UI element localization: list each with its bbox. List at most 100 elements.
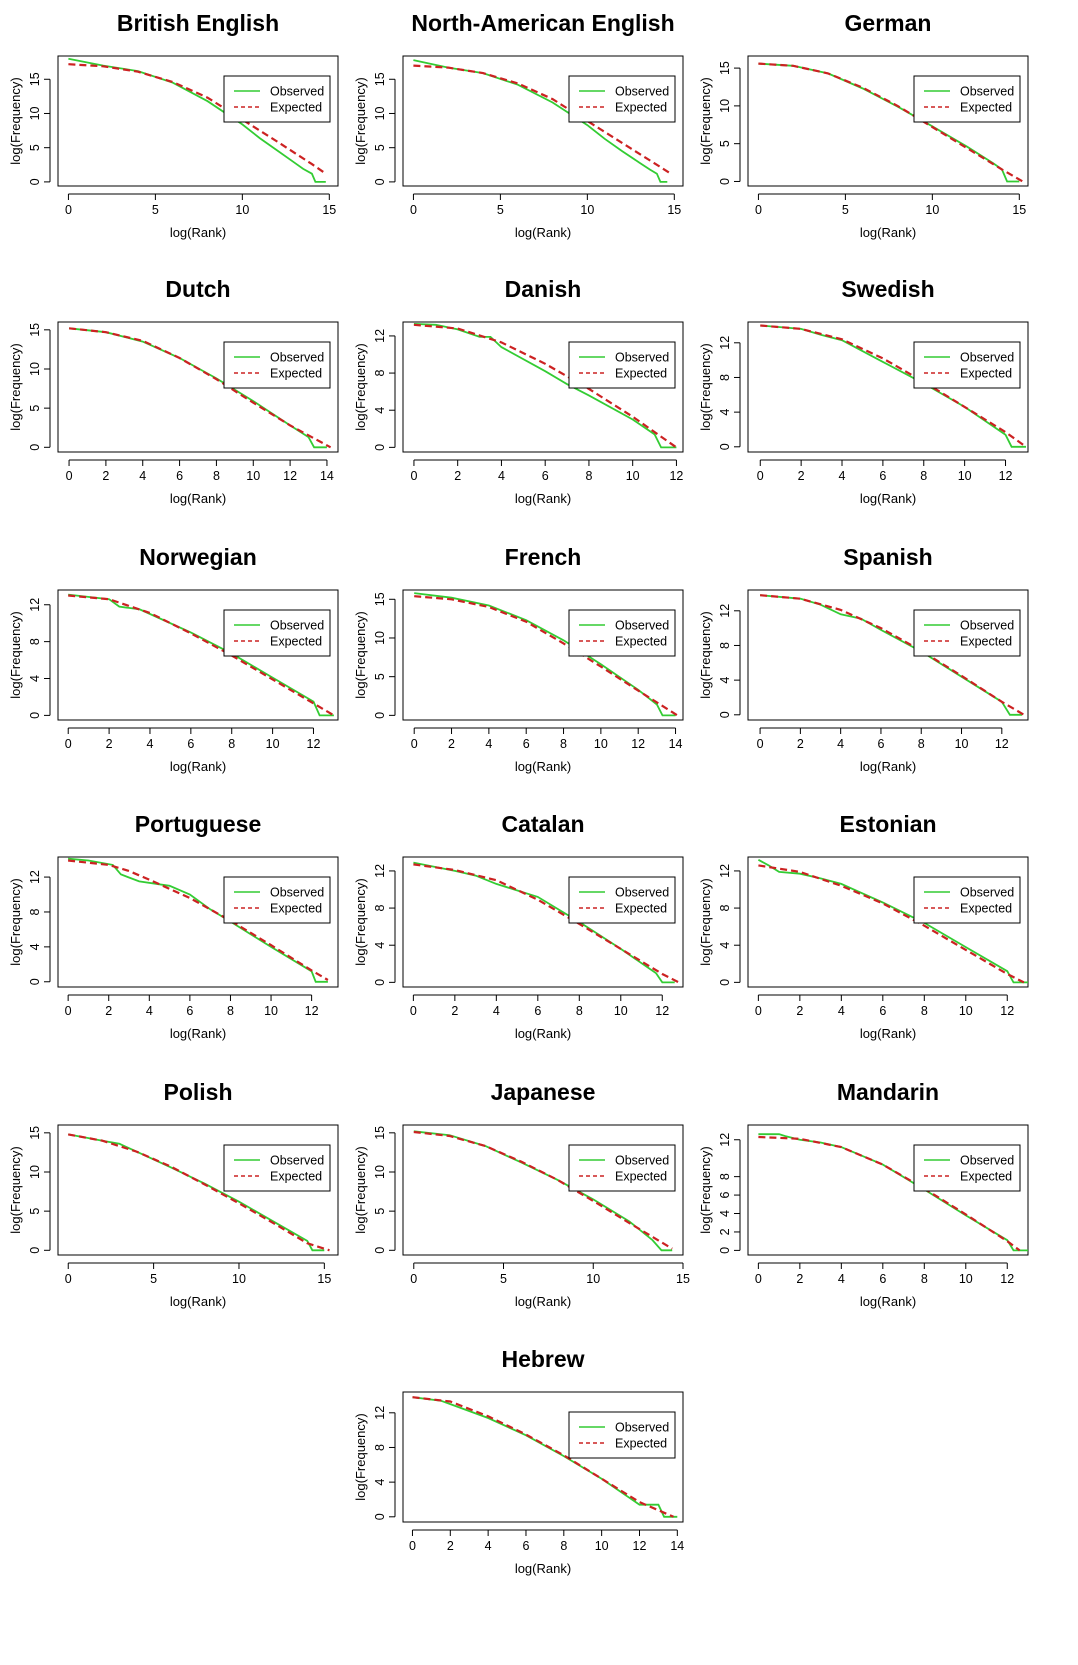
legend-box [913, 876, 1021, 924]
x-tick-label: 0 [66, 469, 73, 483]
legend-box [913, 341, 1021, 389]
y-tick-label: 4 [718, 409, 732, 416]
y-tick-label: 0 [718, 711, 732, 718]
legend-label-expected: Expected [270, 1170, 322, 1184]
legend-box [913, 75, 1021, 123]
legend-box [223, 75, 331, 123]
y-tick-label: 4 [718, 942, 732, 949]
y-tick-label: 12 [718, 1133, 732, 1147]
x-tick-label: 10 [925, 203, 939, 217]
x-tick-label: 2 [447, 1539, 454, 1553]
y-axis-label: log(Frequency) [353, 878, 368, 965]
y-tick-label: 10 [373, 106, 387, 120]
y-tick-label: 0 [28, 444, 42, 451]
x-tick-label: 14 [669, 737, 683, 751]
x-tick-label: 6 [879, 1272, 886, 1286]
x-tick-label: 15 [322, 203, 336, 217]
legend: Observed Expected [223, 75, 331, 123]
x-axis-label: log(Rank) [170, 225, 226, 240]
y-axis-label: log(Frequency) [698, 1146, 713, 1233]
legend-label-expected: Expected [270, 367, 322, 381]
x-tick-label: 10 [614, 1004, 628, 1018]
legend: Observed Expected [913, 75, 1021, 123]
x-tick-label: 0 [757, 737, 764, 751]
panel-mandarin: Mandarin 0 2 4 6 8 10 12 log(Rank) 0 2 4 6 8 12 log(Fre… [698, 1079, 1029, 1309]
y-axis-label: log(Frequency) [698, 343, 713, 430]
legend: Observed Expected [568, 341, 676, 389]
x-tick-label: 12 [1000, 1004, 1014, 1018]
y-axis-label: log(Frequency) [698, 77, 713, 164]
x-tick-label: 12 [631, 737, 645, 751]
x-tick-label: 8 [921, 1272, 928, 1286]
panel-title: Danish [505, 276, 582, 302]
y-tick-label: 12 [718, 604, 732, 618]
x-tick-label: 10 [959, 1272, 973, 1286]
y-tick-label: 0 [28, 712, 42, 719]
legend-label-observed: Observed [270, 619, 324, 633]
series-line-expected [67, 859, 329, 981]
legend-label-observed: Observed [615, 886, 669, 900]
series-line-expected [412, 1396, 674, 1518]
x-tick-label: 0 [411, 737, 418, 751]
panel-title: Dutch [165, 276, 230, 302]
plot-frame [402, 1124, 684, 1256]
x-tick-label: 0 [757, 469, 764, 483]
x-tick-label: 6 [534, 1004, 541, 1018]
y-tick-label: 15 [718, 61, 732, 75]
x-axis-label: log(Rank) [170, 1026, 226, 1041]
panel-portuguese: Portuguese 0 2 4 6 8 10 12 log(Rank) 0 4 8 12 log(Fre… [8, 811, 339, 1041]
legend-label-expected: Expected [615, 635, 667, 649]
y-axis-label: log(Frequency) [8, 77, 23, 164]
x-tick-label: 6 [542, 469, 549, 483]
x-tick-label: 4 [146, 737, 153, 751]
x-axis-label: log(Rank) [515, 1026, 571, 1041]
y-tick-label: 2 [718, 1228, 732, 1235]
plot-frame [402, 55, 684, 187]
x-tick-label: 5 [500, 1272, 507, 1286]
x-tick-label: 2 [105, 1004, 112, 1018]
x-tick-label: 5 [152, 203, 159, 217]
y-tick-label: 4 [718, 677, 732, 684]
y-tick-label: 5 [28, 144, 42, 151]
x-axis-label: log(Rank) [860, 491, 916, 506]
legend-label-observed: Observed [960, 1154, 1014, 1168]
series-line-expected [68, 63, 327, 175]
y-tick-label: 15 [28, 1126, 42, 1140]
panel-title: British English [117, 10, 279, 36]
x-tick-label: 5 [497, 203, 504, 217]
x-tick-label: 15 [317, 1272, 331, 1286]
x-tick-label: 12 [305, 1004, 319, 1018]
legend-label-expected: Expected [615, 367, 667, 381]
y-tick-label: 0 [373, 178, 387, 185]
y-tick-label: 10 [28, 362, 42, 376]
y-tick-label: 0 [718, 178, 732, 185]
legend: Observed Expected [223, 609, 331, 657]
legend: Observed Expected [913, 341, 1021, 389]
x-axis-label: log(Rank) [515, 759, 571, 774]
x-tick-label: 6 [187, 737, 194, 751]
plot-frame [747, 856, 1029, 988]
y-tick-label: 6 [718, 1192, 732, 1199]
x-tick-label: 4 [838, 1004, 845, 1018]
x-tick-label: 0 [755, 1272, 762, 1286]
x-tick-label: 0 [65, 1272, 72, 1286]
x-axis-label: log(Rank) [170, 759, 226, 774]
x-tick-label: 2 [106, 737, 113, 751]
series-line-expected [68, 1133, 330, 1252]
y-tick-label: 8 [718, 1173, 732, 1180]
y-tick-label: 0 [373, 712, 387, 719]
x-tick-label: 12 [283, 469, 297, 483]
panel-title: Japanese [491, 1079, 596, 1105]
legend-box [568, 609, 676, 657]
legend-label-expected: Expected [615, 101, 667, 115]
panel-dutch: Dutch 0 2 4 6 8 10 12 14 log(Rank) 0 5 10 15 log(Frequ… [8, 276, 339, 506]
y-tick-label: 5 [718, 140, 732, 147]
panel-title: Catalan [501, 811, 584, 837]
y-tick-label: 5 [373, 673, 387, 680]
plot-frame [402, 321, 684, 453]
y-tick-label: 15 [373, 72, 387, 86]
legend-label-expected: Expected [270, 902, 322, 916]
legend-label-expected: Expected [960, 902, 1012, 916]
x-tick-label: 8 [921, 1004, 928, 1018]
